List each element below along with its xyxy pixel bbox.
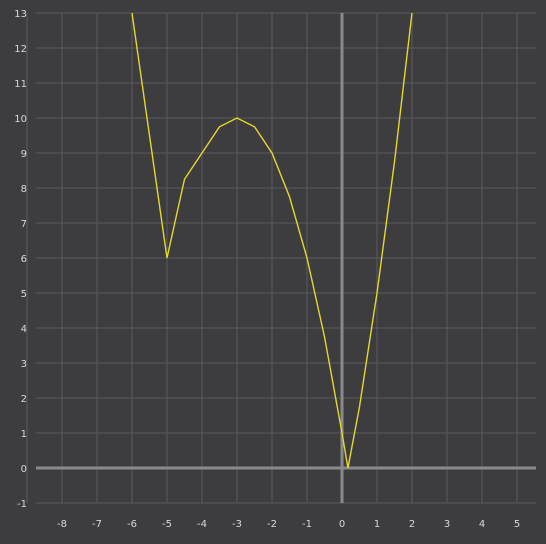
- y-tick-label: 3: [21, 359, 27, 370]
- x-tick-label: -6: [127, 519, 137, 530]
- x-tick-label: 5: [514, 519, 520, 530]
- x-tick-label: -5: [162, 519, 172, 530]
- grid-lines: [26, 12, 536, 504]
- y-tick-label: 1: [21, 429, 27, 440]
- x-tick-label: 1: [374, 519, 380, 530]
- x-tick-label: -4: [197, 519, 207, 530]
- series-layer: [131, 12, 413, 469]
- y-tick-label: 5: [21, 289, 27, 300]
- series-line-0: [131, 12, 413, 469]
- y-tick-label: -1: [17, 499, 27, 510]
- y-tick-label: 8: [21, 184, 27, 195]
- x-tick-label: -1: [302, 519, 312, 530]
- x-tick-label: -8: [57, 519, 67, 530]
- y-tick-label: 2: [21, 394, 27, 405]
- y-tick-label: 6: [21, 254, 27, 265]
- y-tick-label: 10: [14, 114, 27, 125]
- y-tick-label: 13: [14, 9, 27, 20]
- x-tick-label: -7: [92, 519, 102, 530]
- y-tick-label: 4: [21, 324, 27, 335]
- x-tick-label: -2: [267, 519, 277, 530]
- axes: [36, 13, 536, 503]
- x-tick-label: 3: [444, 519, 450, 530]
- y-tick-label: 11: [14, 79, 27, 90]
- x-tick-label: 4: [479, 519, 485, 530]
- x-tick-labels: -8 -7 -6 -5 -4 -3 -2 -1 0 1 2 3 4 5: [57, 519, 520, 530]
- x-tick-label: 0: [339, 519, 345, 530]
- y-tick-label: 0: [21, 464, 27, 475]
- x-tick-label: 2: [409, 519, 415, 530]
- y-tick-label: 9: [21, 149, 27, 160]
- y-tick-label: 7: [21, 219, 27, 230]
- x-tick-label: -3: [232, 519, 242, 530]
- y-tick-label: 12: [14, 44, 27, 55]
